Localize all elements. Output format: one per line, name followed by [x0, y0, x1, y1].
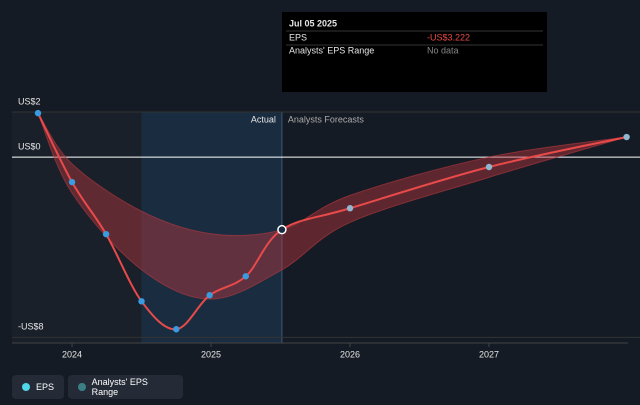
eps-point — [277, 224, 287, 235]
legend-label: Analysts' EPS Range — [91, 377, 148, 397]
eps-line — [37, 112, 627, 331]
legend-eps[interactable]: EPS — [12, 375, 64, 399]
tooltip-value: -US$3.222 — [427, 32, 470, 42]
hover-region — [141, 112, 282, 343]
tooltip — [282, 12, 547, 92]
eps-point — [68, 178, 76, 186]
actual-label: Actual — [251, 114, 276, 124]
x-tick-label: 2026 — [340, 349, 360, 359]
y-tick-label: US$0 — [18, 141, 41, 151]
eps-point — [485, 163, 493, 171]
eps-point — [242, 273, 249, 280]
legend-label: EPS — [35, 382, 54, 392]
x-tick-label: 2024 — [62, 349, 82, 359]
y-tick-label: US$2 — [18, 96, 41, 106]
tooltip-label: Analysts' EPS Range — [289, 45, 374, 55]
legend-range[interactable]: Analysts' EPS Range — [68, 375, 183, 399]
chart: Actual Analysts Forecasts US$2 US$0 -US$8 202… — [12, 12, 640, 359]
eps-point — [623, 133, 630, 141]
x-tick-label: 2027 — [479, 349, 499, 359]
eps-point — [206, 292, 213, 299]
forecast-label: Analysts Forecasts — [288, 114, 365, 124]
legend-swatch — [22, 383, 30, 391]
eps-point — [138, 298, 145, 305]
eps-point — [102, 230, 110, 238]
y-tick-label: -US$8 — [18, 322, 44, 332]
x-tick-label: 2025 — [201, 349, 221, 359]
tooltip-date: Jul 05 2025 — [289, 18, 337, 28]
tooltip-value: No data — [427, 45, 459, 55]
tooltip-label: EPS — [289, 32, 307, 42]
eps-point — [34, 109, 42, 117]
eps-point — [173, 326, 180, 333]
legend-swatch — [78, 383, 86, 391]
eps-point — [346, 205, 354, 212]
